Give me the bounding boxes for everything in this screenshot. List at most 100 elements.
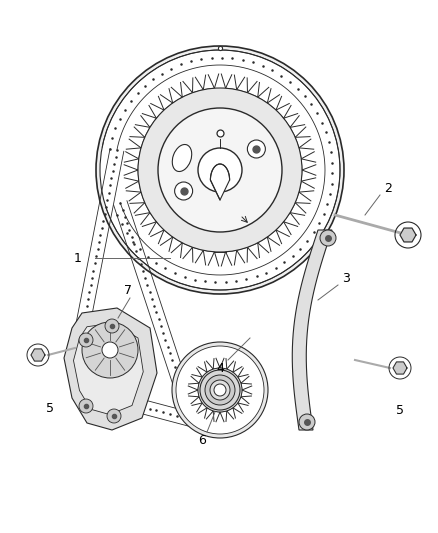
- Polygon shape: [197, 367, 207, 377]
- Polygon shape: [237, 247, 247, 263]
- Polygon shape: [295, 136, 311, 148]
- Circle shape: [175, 182, 193, 200]
- Polygon shape: [227, 408, 235, 419]
- Circle shape: [172, 342, 268, 438]
- Polygon shape: [149, 103, 164, 118]
- Polygon shape: [193, 77, 203, 93]
- Polygon shape: [169, 237, 182, 253]
- Circle shape: [198, 148, 242, 192]
- Circle shape: [205, 375, 235, 405]
- Polygon shape: [238, 397, 249, 406]
- Polygon shape: [64, 308, 157, 430]
- Polygon shape: [299, 148, 314, 159]
- Polygon shape: [258, 237, 271, 253]
- Circle shape: [105, 319, 119, 333]
- Polygon shape: [180, 82, 193, 97]
- Circle shape: [79, 333, 93, 347]
- Circle shape: [247, 140, 265, 158]
- Polygon shape: [233, 367, 244, 377]
- Polygon shape: [267, 95, 282, 110]
- Polygon shape: [276, 103, 291, 118]
- Circle shape: [176, 346, 264, 434]
- Polygon shape: [213, 411, 220, 422]
- Text: 3: 3: [342, 271, 350, 285]
- Text: 1: 1: [74, 252, 82, 264]
- Ellipse shape: [172, 144, 192, 172]
- Polygon shape: [226, 251, 237, 265]
- Polygon shape: [292, 230, 332, 430]
- Circle shape: [210, 380, 230, 400]
- Polygon shape: [191, 397, 202, 406]
- Polygon shape: [134, 125, 150, 138]
- Polygon shape: [126, 181, 141, 192]
- Circle shape: [107, 409, 121, 423]
- Circle shape: [82, 322, 138, 378]
- Polygon shape: [124, 170, 139, 181]
- Polygon shape: [197, 403, 207, 413]
- Polygon shape: [220, 358, 227, 369]
- Polygon shape: [237, 77, 247, 93]
- Polygon shape: [299, 181, 314, 192]
- Polygon shape: [220, 411, 227, 422]
- Polygon shape: [215, 74, 226, 88]
- Polygon shape: [213, 358, 220, 369]
- Polygon shape: [159, 230, 173, 245]
- Circle shape: [200, 370, 240, 410]
- Polygon shape: [267, 230, 282, 245]
- Circle shape: [96, 46, 344, 294]
- Circle shape: [320, 230, 336, 246]
- Circle shape: [102, 342, 118, 358]
- Polygon shape: [226, 75, 237, 90]
- Polygon shape: [134, 203, 150, 215]
- Polygon shape: [188, 383, 199, 390]
- Text: 6: 6: [198, 433, 206, 447]
- Polygon shape: [227, 361, 235, 372]
- Circle shape: [299, 414, 315, 430]
- Polygon shape: [74, 323, 143, 415]
- Text: 5: 5: [396, 403, 404, 416]
- Polygon shape: [193, 247, 203, 263]
- Polygon shape: [290, 125, 306, 138]
- Polygon shape: [31, 349, 45, 361]
- Polygon shape: [258, 87, 271, 103]
- Circle shape: [198, 368, 242, 412]
- Polygon shape: [290, 203, 306, 215]
- Polygon shape: [203, 75, 215, 90]
- Circle shape: [214, 384, 226, 396]
- Polygon shape: [393, 362, 407, 374]
- Polygon shape: [188, 390, 199, 397]
- Polygon shape: [301, 159, 316, 170]
- Polygon shape: [238, 375, 249, 383]
- Polygon shape: [159, 95, 173, 110]
- Polygon shape: [203, 251, 215, 265]
- Text: 7: 7: [124, 284, 132, 296]
- Polygon shape: [210, 164, 230, 200]
- Polygon shape: [141, 213, 156, 227]
- Polygon shape: [247, 243, 259, 259]
- Polygon shape: [124, 159, 139, 170]
- Polygon shape: [169, 87, 182, 103]
- Polygon shape: [247, 82, 259, 97]
- Polygon shape: [205, 408, 213, 419]
- Circle shape: [138, 88, 302, 252]
- Polygon shape: [129, 192, 145, 204]
- Text: 4: 4: [216, 361, 224, 375]
- Polygon shape: [126, 148, 141, 159]
- Polygon shape: [129, 136, 145, 148]
- Polygon shape: [241, 383, 252, 390]
- Circle shape: [158, 108, 282, 232]
- Polygon shape: [180, 243, 193, 259]
- Polygon shape: [400, 228, 416, 242]
- Polygon shape: [295, 192, 311, 204]
- Polygon shape: [301, 170, 316, 181]
- Circle shape: [79, 399, 93, 413]
- Text: 5: 5: [46, 401, 54, 415]
- Polygon shape: [233, 403, 244, 413]
- Polygon shape: [205, 361, 213, 372]
- Polygon shape: [241, 390, 252, 397]
- Polygon shape: [276, 222, 291, 237]
- Polygon shape: [284, 114, 299, 127]
- Polygon shape: [149, 222, 164, 237]
- Circle shape: [100, 50, 340, 290]
- Polygon shape: [191, 375, 202, 383]
